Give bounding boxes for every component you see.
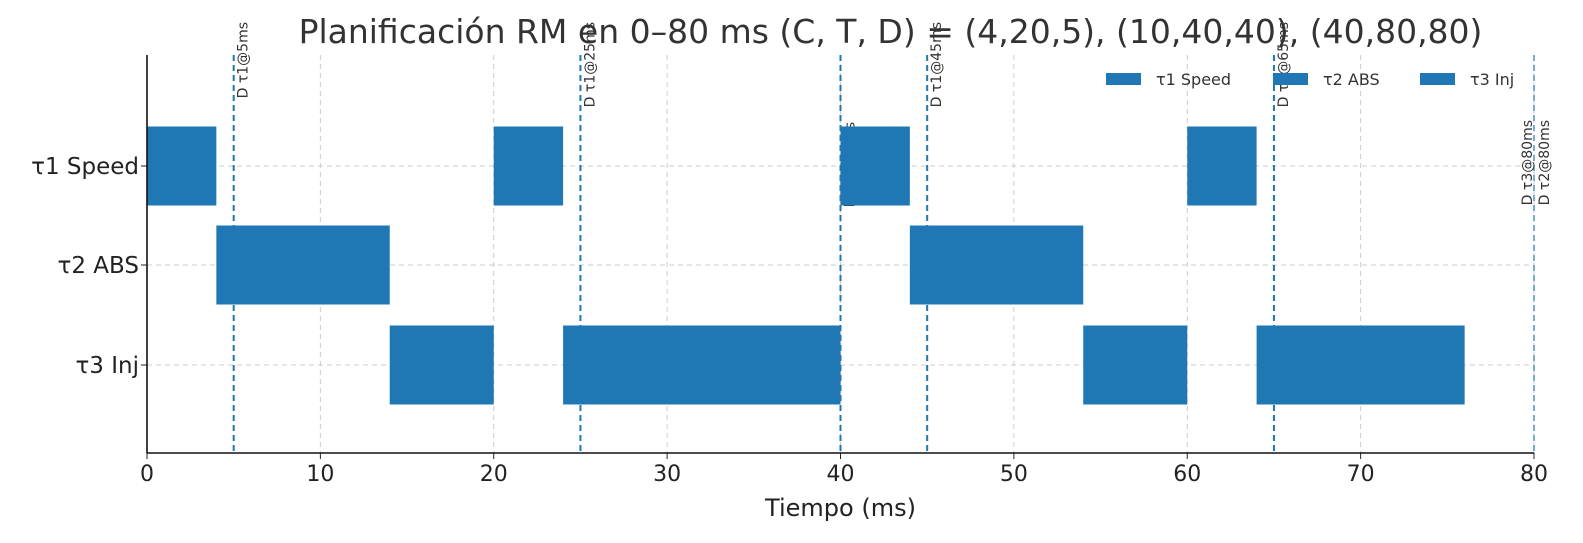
x-tick-label: 10 xyxy=(306,462,334,487)
tick-labels: 0 10 20 30 40 50 60 70 80 τ1 Speed τ2 ABS τ3 Inj xyxy=(31,154,1548,487)
x-tick-label: 60 xyxy=(1173,462,1201,487)
deadline-label: D τ1@25ms xyxy=(582,22,598,107)
deadline-label: D τ1@65ms xyxy=(1276,22,1292,107)
chart-title: Planificación RM en 0–80 ms (C, T, D) = … xyxy=(299,12,1483,51)
x-tick-label: 20 xyxy=(480,462,508,487)
x-tick-label: 30 xyxy=(653,462,681,487)
legend-swatch xyxy=(1420,73,1455,85)
deadline-label: D τ1@45ms xyxy=(929,22,945,107)
y-tick-label: τ3 Inj xyxy=(75,353,139,379)
task-bar xyxy=(909,225,1084,305)
y-tick-label: τ1 Speed xyxy=(31,154,139,180)
task-bar xyxy=(389,325,494,405)
x-tick-label: 80 xyxy=(1520,462,1548,487)
task-bar xyxy=(563,325,841,405)
x-tick-label: 70 xyxy=(1347,462,1375,487)
task-bar xyxy=(1083,325,1188,405)
legend: τ1 Speed τ2 ABS τ3 Inj xyxy=(1106,70,1514,89)
x-tick-label: 0 xyxy=(140,462,154,487)
task-bar xyxy=(1256,325,1465,405)
deadline-label: D τ2@80ms xyxy=(1537,120,1553,205)
deadline-label: D τ1@5ms xyxy=(236,22,252,98)
task-bar xyxy=(840,126,910,206)
task-bar xyxy=(216,225,390,305)
x-tick-label: 50 xyxy=(1000,462,1028,487)
legend-swatch xyxy=(1273,73,1308,85)
legend-label: τ2 ABS xyxy=(1323,70,1380,89)
legend-swatch xyxy=(1106,73,1141,85)
legend-label: τ3 Inj xyxy=(1470,70,1514,89)
task-bar xyxy=(147,126,217,206)
task-bar xyxy=(493,126,564,206)
y-tick-label: τ2 ABS xyxy=(58,253,140,279)
task-bar xyxy=(1187,126,1257,206)
legend-label: τ1 Speed xyxy=(1156,70,1231,89)
task-bars xyxy=(147,126,1465,405)
x-axis-label: Tiempo (ms) xyxy=(764,494,916,522)
x-tick-label: 40 xyxy=(827,462,855,487)
deadline-label: D τ3@80ms xyxy=(1520,120,1536,205)
axes xyxy=(141,55,1535,459)
